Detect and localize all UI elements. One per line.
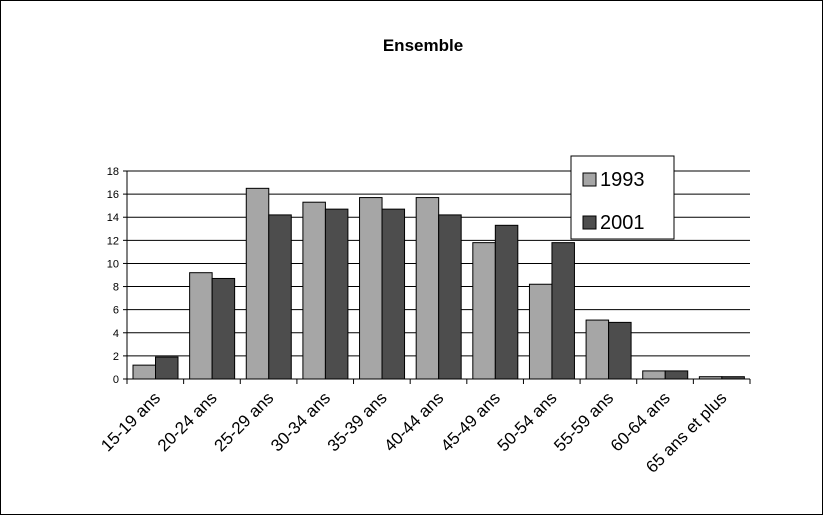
y-tick-label: 6 [113,305,119,317]
bar-2001-0 [155,356,179,380]
x-tick-label: 15-19 ans [97,388,164,455]
y-tick-label: 8 [113,282,119,294]
bar-2001-7 [551,242,575,380]
legend-label-2001: 2001 [600,212,645,234]
bar-2001-8 [608,321,632,380]
x-tick-label: 35-39 ans [324,388,391,455]
bar-1993-3 [302,201,326,380]
x-tick-label: 20-24 ans [154,388,221,455]
bar-2001-4 [381,208,406,380]
legend-swatch-1993 [582,172,597,187]
bar-1993-1 [189,272,213,380]
y-tick-label: 2 [113,351,119,363]
bar-1993-4 [359,197,383,380]
bar-2001-2 [268,214,292,380]
y-tick-label: 10 [107,258,119,270]
x-tick-label: 40-44 ans [380,388,447,455]
bar-1993-8 [585,319,610,380]
bar-1993-7 [528,283,553,380]
bar-1993-6 [472,242,496,380]
axes [123,170,751,384]
y-tick-label: 0 [113,374,119,386]
bar-2001-9 [664,370,689,380]
y-tick-label: 14 [107,212,119,224]
bar-1993-0 [132,364,156,380]
bars [132,187,745,380]
legend: 1993 2001 [570,155,675,240]
bar-2001-1 [211,277,236,380]
x-tick-label: 50-54 ans [494,388,561,455]
x-tick-label: 45-49 ans [437,388,504,455]
y-tick-label: 18 [107,166,119,178]
bar-1993-5 [415,197,440,380]
chart-title: Ensemble [383,36,463,55]
bar-1993-2 [245,187,270,380]
bar-2001-6 [494,224,519,380]
x-tick-label: 30-34 ans [267,388,334,455]
bar-1993-9 [642,370,666,380]
x-tick-label: 25-29 ans [211,388,278,455]
y-tick-label: 16 [107,189,119,201]
y-tick-label: 12 [107,235,119,247]
y-tick-label: 4 [113,328,119,340]
bar-2001-5 [438,214,462,380]
y-tick-labels: 0 2 4 6 8 10 12 14 16 18 [107,166,119,386]
bar-2001-3 [324,208,349,380]
x-tick-label: 55-59 ans [550,388,617,455]
legend-label-1993: 1993 [600,169,645,191]
legend-swatch-2001 [582,215,597,230]
